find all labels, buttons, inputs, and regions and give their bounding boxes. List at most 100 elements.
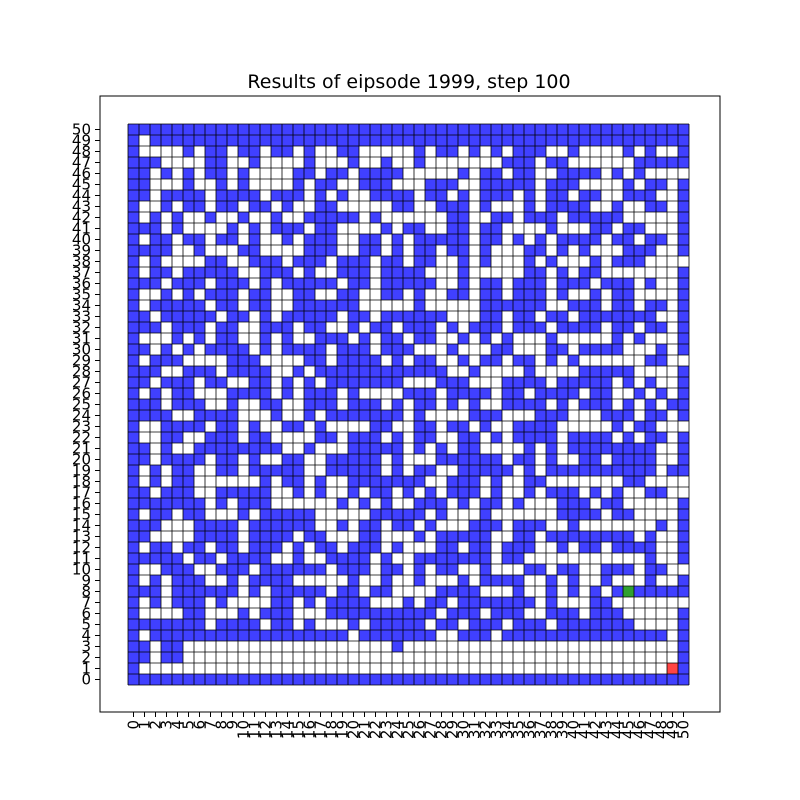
wall-cell bbox=[315, 399, 326, 410]
open-cell bbox=[557, 212, 568, 223]
wall-cell bbox=[128, 476, 139, 487]
wall-cell bbox=[183, 344, 194, 355]
wall-cell bbox=[601, 597, 612, 608]
open-cell bbox=[315, 663, 326, 674]
wall-cell bbox=[150, 630, 161, 641]
wall-cell bbox=[260, 201, 271, 212]
wall-cell bbox=[623, 630, 634, 641]
wall-cell bbox=[612, 124, 623, 135]
open-cell bbox=[172, 663, 183, 674]
wall-cell bbox=[414, 146, 425, 157]
open-cell bbox=[612, 476, 623, 487]
wall-cell bbox=[546, 344, 557, 355]
wall-cell bbox=[194, 300, 205, 311]
wall-cell bbox=[579, 245, 590, 256]
x-tick-label: 19 bbox=[334, 720, 352, 739]
open-cell bbox=[370, 289, 381, 300]
open-cell bbox=[315, 454, 326, 465]
wall-cell bbox=[337, 630, 348, 641]
wall-cell bbox=[436, 498, 447, 509]
wall-cell bbox=[502, 344, 513, 355]
wall-cell bbox=[150, 388, 161, 399]
wall-cell bbox=[634, 674, 645, 685]
wall-cell bbox=[128, 542, 139, 553]
open-cell bbox=[546, 289, 557, 300]
x-tick-label: 9 bbox=[224, 720, 242, 730]
open-cell bbox=[249, 476, 260, 487]
wall-cell bbox=[249, 454, 260, 465]
wall-cell bbox=[183, 421, 194, 432]
wall-cell bbox=[282, 454, 293, 465]
wall-cell bbox=[128, 355, 139, 366]
open-cell bbox=[436, 168, 447, 179]
wall-cell bbox=[359, 135, 370, 146]
open-cell bbox=[579, 388, 590, 399]
y-tick-label: 48 bbox=[72, 143, 91, 161]
wall-cell bbox=[524, 454, 535, 465]
wall-cell bbox=[491, 355, 502, 366]
wall-cell bbox=[392, 333, 403, 344]
open-cell bbox=[304, 487, 315, 498]
open-cell bbox=[513, 652, 524, 663]
open-cell bbox=[568, 366, 579, 377]
wall-cell bbox=[546, 179, 557, 190]
open-cell bbox=[150, 531, 161, 542]
open-cell bbox=[194, 355, 205, 366]
wall-cell bbox=[172, 553, 183, 564]
open-cell bbox=[337, 509, 348, 520]
wall-cell bbox=[425, 333, 436, 344]
open-cell bbox=[546, 641, 557, 652]
y-tick-label: 20 bbox=[72, 451, 91, 469]
open-cell bbox=[645, 498, 656, 509]
x-tick-label: 10 bbox=[235, 720, 253, 739]
open-cell bbox=[612, 223, 623, 234]
wall-cell bbox=[194, 267, 205, 278]
wall-cell bbox=[425, 597, 436, 608]
wall-cell bbox=[326, 630, 337, 641]
wall-cell bbox=[381, 256, 392, 267]
open-cell bbox=[612, 355, 623, 366]
wall-cell bbox=[326, 597, 337, 608]
wall-cell bbox=[491, 575, 502, 586]
y-tick-label: 47 bbox=[72, 154, 91, 172]
wall-cell bbox=[612, 487, 623, 498]
open-cell bbox=[491, 509, 502, 520]
wall-cell bbox=[370, 674, 381, 685]
open-cell bbox=[326, 564, 337, 575]
wall-cell bbox=[249, 443, 260, 454]
open-cell bbox=[293, 234, 304, 245]
x-tick-label: 42 bbox=[587, 720, 605, 739]
open-cell bbox=[260, 212, 271, 223]
wall-cell bbox=[139, 168, 150, 179]
wall-cell bbox=[645, 201, 656, 212]
wall-cell bbox=[425, 498, 436, 509]
open-cell bbox=[546, 267, 557, 278]
wall-cell bbox=[238, 245, 249, 256]
open-cell bbox=[238, 432, 249, 443]
wall-cell bbox=[205, 256, 216, 267]
wall-cell bbox=[392, 135, 403, 146]
wall-cell bbox=[304, 135, 315, 146]
wall-cell bbox=[315, 344, 326, 355]
open-cell bbox=[634, 377, 645, 388]
wall-cell bbox=[271, 630, 282, 641]
open-cell bbox=[150, 421, 161, 432]
open-cell bbox=[249, 179, 260, 190]
open-cell bbox=[403, 575, 414, 586]
wall-cell bbox=[513, 289, 524, 300]
wall-cell bbox=[458, 168, 469, 179]
wall-cell bbox=[447, 553, 458, 564]
wall-cell bbox=[282, 311, 293, 322]
open-cell bbox=[205, 509, 216, 520]
wall-cell bbox=[425, 366, 436, 377]
y-tick-label: 28 bbox=[72, 363, 91, 381]
wall-cell bbox=[293, 542, 304, 553]
wall-cell bbox=[469, 135, 480, 146]
wall-cell bbox=[502, 388, 513, 399]
wall-cell bbox=[568, 377, 579, 388]
y-tick-label: 22 bbox=[72, 429, 91, 447]
wall-cell bbox=[557, 179, 568, 190]
open-cell bbox=[612, 388, 623, 399]
wall-cell bbox=[172, 465, 183, 476]
wall-cell bbox=[348, 124, 359, 135]
